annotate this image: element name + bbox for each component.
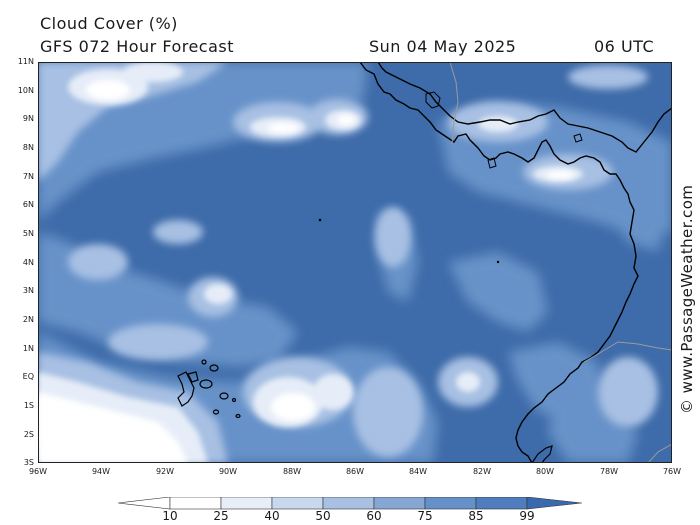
- lat-label: 11N: [17, 57, 34, 66]
- lat-label: 9N: [22, 114, 34, 123]
- lat-label: 6N: [22, 200, 34, 209]
- island: [496, 260, 500, 264]
- lat-label: 4N: [22, 258, 34, 267]
- lat-label: 10N: [17, 86, 34, 95]
- lon-label: 82W: [472, 467, 492, 476]
- coastline-caribbean: [377, 62, 672, 153]
- lat-label: 1N: [22, 344, 34, 353]
- lon-label: 86W: [345, 467, 365, 476]
- lon-label: 96W: [28, 467, 48, 476]
- colorbar-segment: [373, 497, 426, 510]
- lon-label: 88W: [282, 467, 302, 476]
- forecast-time: 06 UTC: [594, 37, 655, 56]
- colorbar-segment: [169, 497, 222, 510]
- colorbar-segment: [271, 497, 324, 510]
- colorbar-label: 25: [213, 509, 229, 523]
- credit-text: © www.PassageWeather.com: [678, 184, 696, 414]
- lat-label: 8N: [22, 143, 34, 152]
- forecast-date: Sun 04 May 2025: [369, 37, 517, 56]
- colorbar-label: 85: [468, 509, 484, 523]
- island: [487, 157, 497, 169]
- country-border: [583, 341, 672, 363]
- country-border: [449, 62, 459, 145]
- colorbar-segment: [220, 497, 273, 510]
- colorbar-label: 99: [519, 509, 535, 523]
- colorbar-high-tip: [526, 497, 582, 510]
- forecast-subtitle: GFS 072 Hour Forecast: [40, 37, 235, 56]
- lat-label: EQ: [22, 372, 34, 381]
- lake-nicaragua: [425, 91, 441, 109]
- colorbar-segment: [475, 497, 528, 510]
- lon-label: 80W: [535, 467, 555, 476]
- lat-label: 2N: [22, 315, 34, 324]
- colorbar-segment: [424, 497, 477, 510]
- colorbar-label: 75: [417, 509, 433, 523]
- map-frame: [38, 62, 672, 463]
- island: [573, 133, 583, 143]
- island: [318, 218, 322, 222]
- lon-label: 84W: [408, 467, 428, 476]
- lat-label: 3N: [22, 286, 34, 295]
- country-border: [647, 443, 672, 463]
- colorbar-label: 40: [264, 509, 280, 523]
- lat-label: 2S: [23, 430, 34, 439]
- lat-label: 5N: [22, 229, 34, 238]
- lon-label: 94W: [91, 467, 111, 476]
- colorbar-low-tip: [118, 497, 171, 510]
- map-title: Cloud Cover (%): [40, 14, 178, 33]
- colorbar-segment: [322, 497, 375, 510]
- colorbar: [118, 497, 582, 510]
- colorbar-label: 60: [366, 509, 382, 523]
- lon-label: 78W: [599, 467, 619, 476]
- lat-label: 1S: [23, 401, 34, 410]
- lat-label: 7N: [22, 172, 34, 181]
- coastline-central-america: [359, 62, 635, 211]
- cloud-cover-map: [38, 62, 672, 463]
- colorbar-label: 10: [162, 509, 178, 523]
- lon-label: 92W: [155, 467, 175, 476]
- lat-label: 3S: [23, 458, 34, 467]
- lon-label: 76W: [662, 467, 682, 476]
- colorbar-label: 50: [315, 509, 331, 523]
- galapagos-islands: [177, 359, 241, 419]
- lon-label: 90W: [218, 467, 238, 476]
